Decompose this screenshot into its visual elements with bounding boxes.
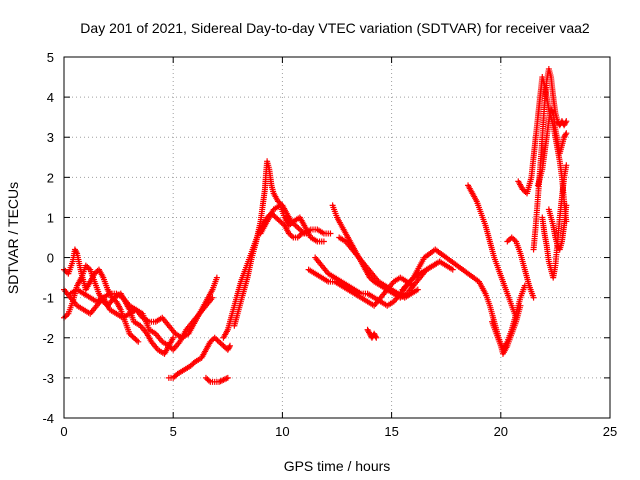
- series-late-I: [545, 202, 570, 253]
- x-tick-label: 10: [275, 424, 289, 439]
- data-point: [562, 119, 569, 126]
- y-tick-label: 4: [47, 90, 54, 105]
- series-mid-low: [165, 334, 233, 381]
- series-rise-C: [257, 202, 327, 245]
- data-point: [224, 374, 231, 381]
- series-rise-B: [231, 158, 334, 329]
- data-point: [213, 274, 220, 281]
- data-point: [410, 282, 417, 289]
- x-tick-label: 20: [494, 424, 508, 439]
- series-mid-low-2: [202, 374, 231, 385]
- y-tick-label: -4: [42, 411, 54, 426]
- data-point: [73, 249, 80, 256]
- data-point: [320, 238, 327, 245]
- y-tick-label: 5: [47, 50, 54, 65]
- y-tick-label: 2: [47, 170, 54, 185]
- x-tick-label: 15: [384, 424, 398, 439]
- data-point: [530, 294, 537, 301]
- series-mid-4: [336, 234, 421, 301]
- data-point: [562, 131, 569, 138]
- data-point: [563, 118, 570, 125]
- data-point: [226, 344, 233, 351]
- data-point: [517, 302, 524, 309]
- y-tick-label: 1: [47, 210, 54, 225]
- x-axis-label: GPS time / hours: [284, 458, 391, 474]
- x-tick-label: 5: [170, 424, 177, 439]
- x-tick-label: 25: [603, 424, 617, 439]
- data-point: [563, 162, 570, 169]
- data-point: [414, 286, 421, 293]
- x-tick-label: 0: [60, 424, 67, 439]
- data-point: [563, 130, 570, 137]
- data-point: [549, 108, 556, 115]
- data-point: [135, 338, 142, 345]
- chart-title: Day 201 of 2021, Sidereal Day-to-day VTE…: [80, 20, 590, 36]
- axis-ticks: 0 5 10 15 20 25 -4 -3 -2 -1 0 1 2 3 4 5: [42, 50, 617, 439]
- series-mid-3: [305, 266, 417, 309]
- data-point: [170, 334, 177, 341]
- data-point: [327, 230, 334, 237]
- plot-frame: [63, 56, 611, 419]
- y-tick-label: -3: [42, 371, 54, 386]
- data-point: [209, 294, 216, 301]
- series-mid-isolated: [364, 326, 380, 341]
- series-late-G: [534, 106, 570, 189]
- series-early-D: [67, 286, 216, 353]
- series-late-C: [489, 302, 524, 357]
- series-late-B: [465, 182, 520, 321]
- series-late-D: [504, 234, 537, 301]
- data-point: [226, 342, 233, 349]
- data-points: [61, 66, 570, 385]
- y-tick-label: -2: [42, 331, 54, 346]
- data-point: [372, 333, 379, 340]
- data-point: [373, 334, 380, 341]
- y-tick-label: 0: [47, 251, 54, 266]
- data-point: [449, 266, 456, 273]
- data-point: [563, 202, 570, 209]
- y-tick-label: -1: [42, 291, 54, 306]
- y-tick-label: 3: [47, 130, 54, 145]
- y-axis-label: SDTVAR / TECUs: [5, 182, 21, 294]
